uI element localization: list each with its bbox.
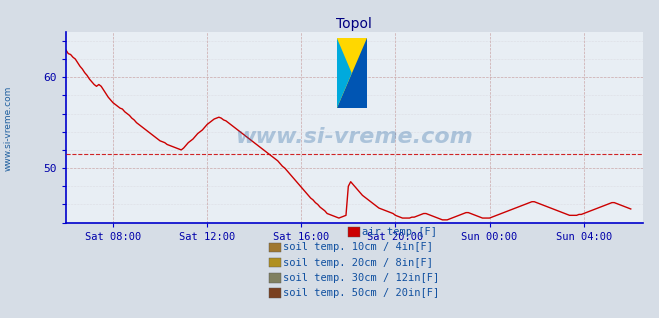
Text: www.si-vreme.com: www.si-vreme.com: [235, 127, 473, 147]
Polygon shape: [337, 38, 352, 108]
Text: soil temp. 10cm / 4in[F]: soil temp. 10cm / 4in[F]: [283, 242, 434, 252]
Title: Topol: Topol: [336, 17, 372, 31]
Text: soil temp. 50cm / 20in[F]: soil temp. 50cm / 20in[F]: [283, 288, 440, 298]
Text: air temp.[F]: air temp.[F]: [362, 227, 438, 237]
Text: www.si-vreme.com: www.si-vreme.com: [4, 86, 13, 171]
Text: soil temp. 20cm / 8in[F]: soil temp. 20cm / 8in[F]: [283, 258, 434, 268]
Text: soil temp. 30cm / 12in[F]: soil temp. 30cm / 12in[F]: [283, 273, 440, 283]
Polygon shape: [337, 38, 366, 108]
